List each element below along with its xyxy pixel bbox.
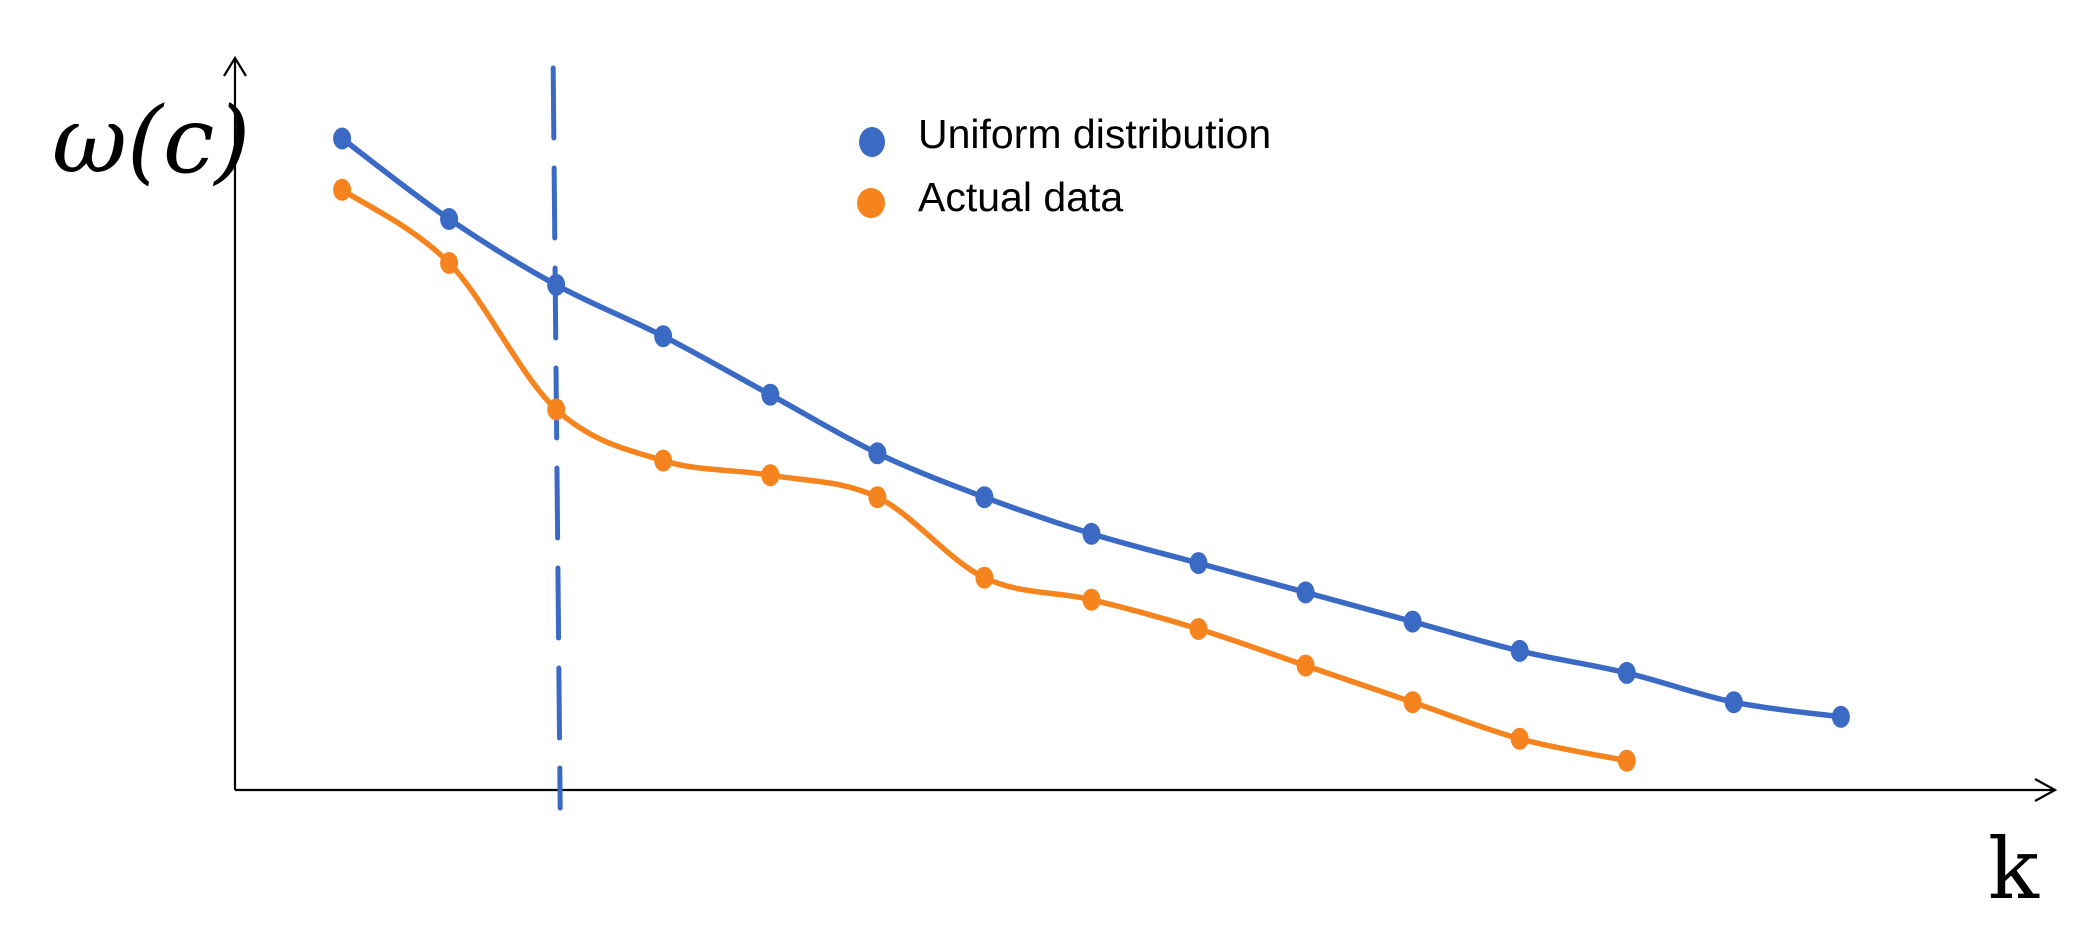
legend-marker-uniform xyxy=(859,127,885,157)
data-point-uniform xyxy=(547,273,566,296)
data-point-uniform xyxy=(1403,610,1422,633)
data-point-actual xyxy=(654,449,673,472)
legend-item-actual: Actual data xyxy=(857,174,1123,220)
y-axis xyxy=(223,55,247,790)
data-point-uniform xyxy=(1296,581,1315,604)
data-point-uniform xyxy=(654,325,673,348)
x-axis xyxy=(235,778,2058,802)
data-point-actual xyxy=(440,252,459,274)
legend-label-uniform: Uniform distribution xyxy=(918,111,1271,157)
data-point-actual xyxy=(975,566,994,589)
data-point-actual xyxy=(333,178,352,201)
data-point-actual xyxy=(1082,588,1101,611)
legend-item-uniform: Uniform distribution xyxy=(859,111,1271,157)
data-point-uniform xyxy=(1189,552,1208,575)
x-axis-label: k xyxy=(1988,820,2040,918)
data-point-uniform xyxy=(975,486,994,509)
data-point-actual xyxy=(547,398,566,421)
legend-label-actual: Actual data xyxy=(918,174,1123,220)
data-point-actual xyxy=(1403,691,1422,714)
data-point-actual xyxy=(868,486,887,509)
reference-line xyxy=(550,65,563,811)
data-point-uniform xyxy=(868,442,887,465)
data-point-actual xyxy=(1510,727,1529,750)
data-point-actual xyxy=(1296,654,1315,677)
series-layer xyxy=(333,127,1850,772)
legend: Uniform distribution Actual data xyxy=(857,111,1271,220)
data-point-uniform xyxy=(1617,661,1636,684)
data-point-uniform xyxy=(761,383,780,406)
data-point-uniform xyxy=(1724,691,1743,714)
data-point-uniform xyxy=(1082,522,1101,545)
legend-marker-actual xyxy=(857,188,885,218)
data-point-uniform xyxy=(1831,705,1850,728)
data-point-uniform xyxy=(1510,639,1529,662)
series-line-uniform xyxy=(339,135,1844,720)
data-point-actual xyxy=(761,464,780,487)
y-axis-label: ω(c) xyxy=(52,87,250,194)
data-point-uniform xyxy=(440,208,459,230)
data-point-uniform xyxy=(333,127,352,150)
data-point-actual xyxy=(1189,618,1208,640)
data-point-actual xyxy=(1617,749,1636,772)
